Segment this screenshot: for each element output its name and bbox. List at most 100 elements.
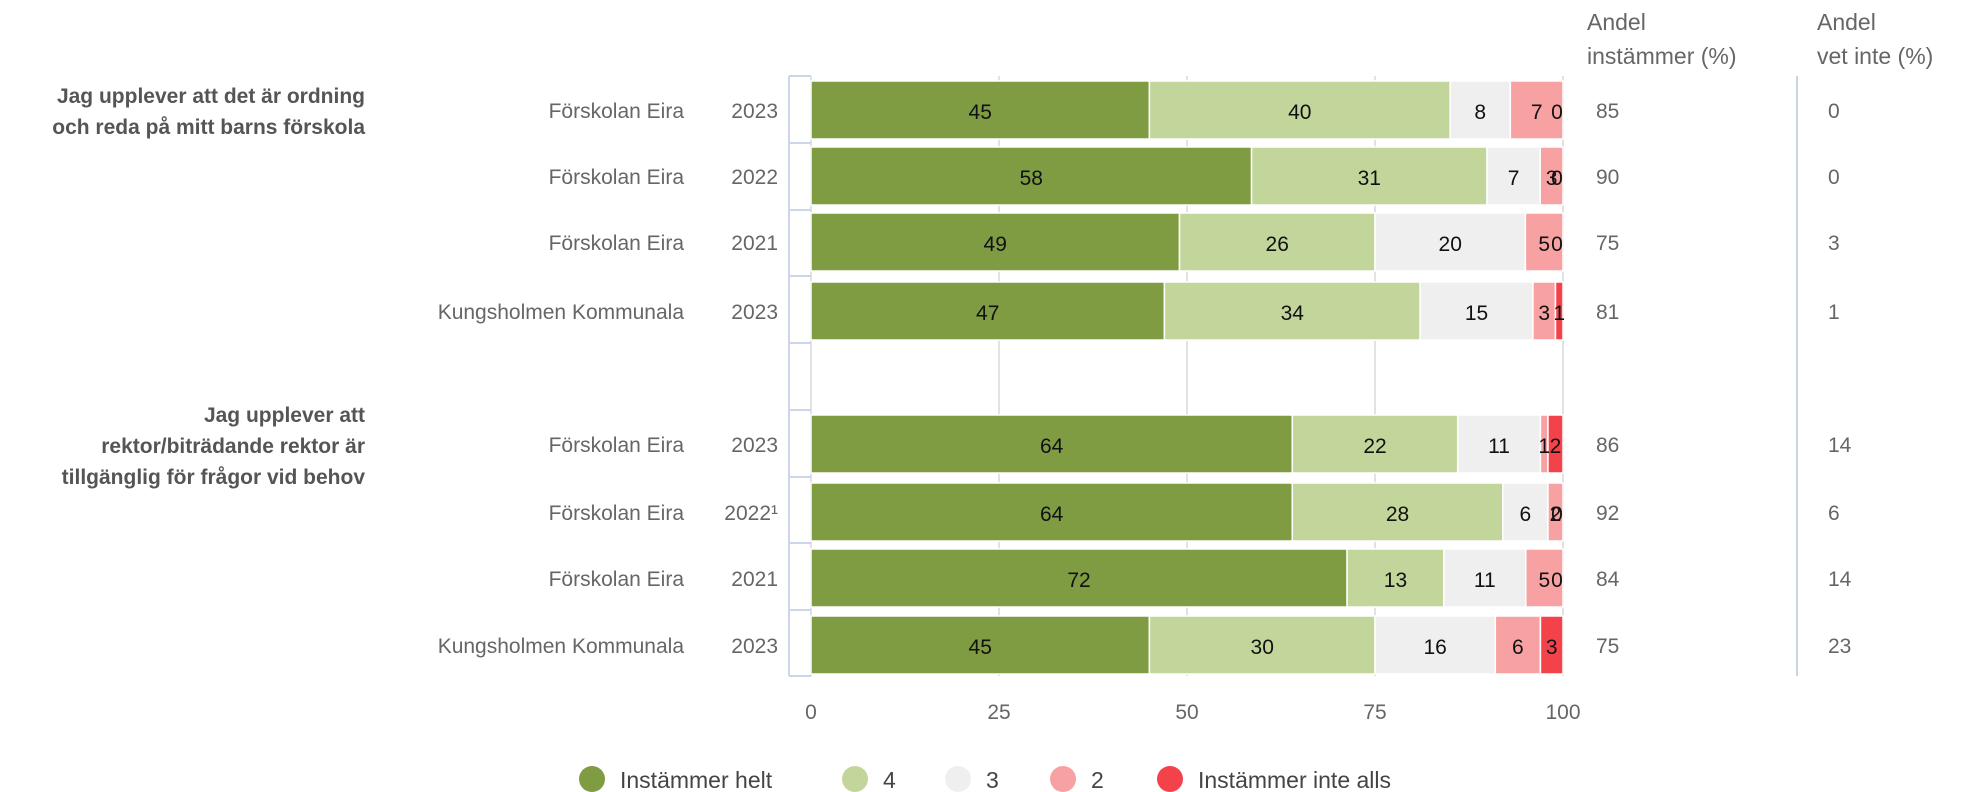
andel-instammer-value: 92 — [1596, 502, 1619, 525]
segment-value-label: 1 — [1538, 435, 1550, 458]
segment-value-label: 30 — [1251, 636, 1274, 659]
column-header-line1: Andel — [1587, 9, 1646, 35]
segment-value-label: 0 — [1551, 167, 1563, 190]
segment-value-label: 0 — [1551, 101, 1563, 124]
bar-segment — [810, 212, 1181, 272]
segment-value-label: 58 — [1020, 167, 1043, 190]
segment-value-label: 22 — [1363, 435, 1386, 458]
segment-value-label: 40 — [1288, 101, 1311, 124]
column-header-line2: vet inte (%) — [1817, 43, 1933, 69]
bar-segment — [1539, 615, 1564, 675]
x-tick-label-75: 75 — [1363, 701, 1386, 724]
question-label-line: Jag upplever att — [204, 404, 365, 427]
x-tick-label-50: 50 — [1175, 701, 1198, 724]
row-unit-label: Förskolan Eira — [549, 568, 685, 591]
segment-value-label: 11 — [1474, 569, 1496, 592]
x-tick-label-25: 25 — [987, 701, 1010, 724]
segment-value-label: 34 — [1281, 302, 1305, 325]
bar-segment — [1524, 212, 1564, 272]
row-unit-label: Förskolan Eira — [549, 232, 685, 255]
segment-value-label: 3 — [1546, 167, 1558, 190]
bar-segment — [810, 146, 1253, 206]
row-year-label: 2022 — [731, 166, 778, 189]
labels-layer: Jag upplever att det är ordning och reda … — [52, 85, 1565, 659]
andel-vet-inte-value: 0 — [1828, 166, 1840, 189]
segment-value-label: 6 — [1512, 636, 1524, 659]
bar-segment — [1449, 80, 1512, 140]
bar-segment — [1163, 281, 1421, 341]
andel-instammer-value: 81 — [1596, 301, 1619, 324]
andel-instammer-value: 84 — [1596, 568, 1620, 591]
question-label-line: Jag upplever att det är ordning — [57, 85, 365, 108]
row-unit-label: Kungsholmen Kommunala — [438, 301, 685, 324]
bar-segment — [1374, 615, 1497, 675]
andel-vet-inte-value: 3 — [1828, 232, 1840, 255]
andel-vet-inte-value: 6 — [1828, 502, 1840, 525]
segment-value-label: 0 — [1551, 233, 1563, 256]
row-year-label: 2021 — [731, 232, 778, 255]
legend-label: 2 — [1091, 767, 1104, 792]
bar-segment — [1291, 414, 1459, 474]
legend-label: Instämmer helt — [620, 767, 773, 792]
segment-value-label: 7 — [1508, 167, 1520, 190]
column-header-line1: Andel — [1817, 9, 1876, 35]
segment-value-label: 47 — [976, 302, 999, 325]
segment-value-label: 2 — [1550, 435, 1562, 458]
segment-value-label: 31 — [1358, 167, 1381, 190]
bar-segment — [810, 548, 1348, 608]
segment-value-label: 72 — [1067, 569, 1090, 592]
segment-value-label: 5 — [1539, 569, 1551, 592]
question-label-line: tillgänglig för frågor vid behov — [62, 466, 366, 489]
bar-segment — [810, 281, 1166, 341]
column-header-line2: instämmer (%) — [1587, 43, 1737, 69]
columns-layer: Andel instämmer (%) Andel vet inte (%) 85 0 90… — [1587, 9, 1933, 676]
segment-value-label: 0 — [1551, 569, 1563, 592]
segment-value-label: 5 — [1538, 233, 1550, 256]
bar-segment — [1486, 146, 1541, 206]
andel-instammer-value: 86 — [1596, 434, 1619, 457]
bar-segment — [1547, 414, 1564, 474]
segment-value-label: 7 — [1531, 101, 1543, 124]
bar-segment — [1525, 548, 1564, 608]
row-unit-label: Kungsholmen Kommunala — [438, 635, 685, 658]
row-unit-label: Förskolan Eira — [549, 166, 685, 189]
bar-segment — [1539, 146, 1564, 206]
row-year-label: 2023 — [731, 434, 778, 457]
bars-layer — [810, 80, 1564, 675]
andel-instammer-value: 75 — [1596, 635, 1619, 658]
row-year-label: 2022¹ — [724, 502, 778, 525]
bar-segment — [1346, 548, 1445, 608]
segment-value-label: 11 — [1488, 435, 1510, 458]
x-tick-label-0: 0 — [805, 701, 817, 724]
segment-value-label: 45 — [969, 636, 992, 659]
question-label-line: och reda på mitt barns förskola — [52, 116, 365, 139]
question-label-line: rektor/biträdande rektor är — [101, 435, 365, 458]
bar-segment — [1148, 615, 1376, 675]
segment-value-label: 13 — [1384, 569, 1407, 592]
bar-segment — [1547, 482, 1564, 542]
bar-segment — [1148, 80, 1451, 140]
andel-instammer-value: 75 — [1596, 232, 1619, 255]
segment-value-label: 8 — [1474, 101, 1486, 124]
segment-value-label: 28 — [1386, 503, 1409, 526]
legend-label: 4 — [883, 767, 896, 792]
andel-instammer-value: 90 — [1596, 166, 1619, 189]
bar-segment — [810, 615, 1151, 675]
axis-layer: 0 25 50 75 100 — [788, 75, 1581, 724]
segment-value-label: 3 — [1546, 636, 1558, 659]
legend-marker — [842, 766, 868, 792]
andel-instammer-value: 85 — [1596, 100, 1619, 123]
andel-vet-inte-value: 14 — [1828, 434, 1852, 457]
row-unit-label: Förskolan Eira — [549, 434, 685, 457]
legend-label: Instämmer inte alls — [1198, 767, 1391, 792]
segment-value-label: 6 — [1520, 503, 1532, 526]
legend-marker — [579, 766, 605, 792]
segment-value-label: 49 — [984, 233, 1007, 256]
segment-value-label: 20 — [1439, 233, 1462, 256]
bar-segment — [1419, 281, 1534, 341]
bar-segment — [1554, 281, 1564, 341]
row-year-label: 2023 — [731, 635, 778, 658]
andel-vet-inte-value: 0 — [1828, 100, 1840, 123]
row-unit-label: Förskolan Eira — [549, 502, 685, 525]
